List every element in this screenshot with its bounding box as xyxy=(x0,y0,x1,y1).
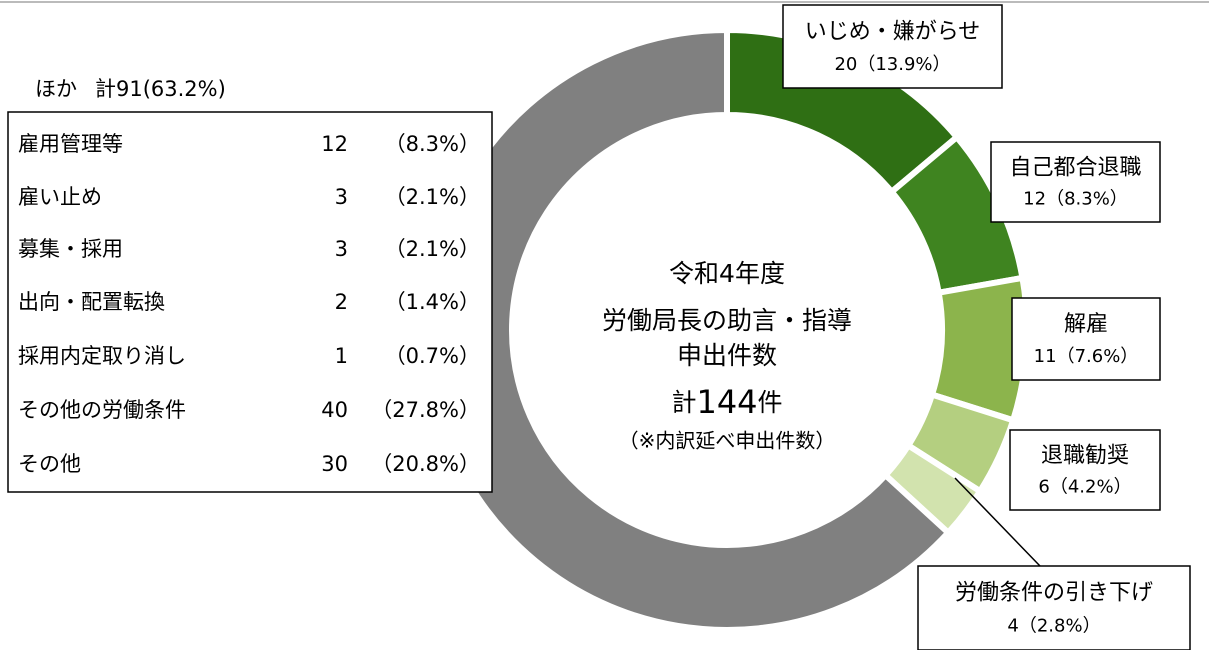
callout-name: 退職勧奨 xyxy=(1041,443,1129,468)
row-count: 30 xyxy=(321,452,348,476)
callout-value: 4（2.8%） xyxy=(1007,615,1100,636)
row-name: 雇い止め xyxy=(18,185,102,209)
others-total: 計91(63.2%) xyxy=(95,77,226,101)
row-percent: （27.8%） xyxy=(371,398,480,422)
callout-box xyxy=(782,4,1003,89)
callout-value: 11（7.6%） xyxy=(1034,346,1139,367)
total: 計144件 xyxy=(671,383,782,421)
callout-value: 20（13.9%） xyxy=(834,54,950,75)
callout-box xyxy=(990,141,1161,223)
leader-line xyxy=(954,477,1041,567)
row-percent: （1.4%） xyxy=(385,290,480,314)
row-percent: （0.7%） xyxy=(385,344,480,368)
others-name: ほか xyxy=(35,77,77,101)
callout-value: 6（4.2%） xyxy=(1038,477,1131,498)
ring xyxy=(424,26,1030,633)
callout-box xyxy=(1011,297,1161,381)
total-value: 144 xyxy=(696,383,757,421)
total-prefix: 計 xyxy=(671,388,696,417)
row-name: 出向・配置転換 xyxy=(18,290,165,314)
callout-name: いじめ・嫌がらせ xyxy=(805,19,981,44)
row-name: 募集・採用 xyxy=(18,237,123,261)
row-name: その他の労働条件 xyxy=(18,398,186,422)
row-percent: （2.1%） xyxy=(385,185,480,209)
row-name: その他 xyxy=(18,452,81,476)
callout-box xyxy=(1009,429,1161,511)
row-percent: （20.8%） xyxy=(371,452,480,476)
note: （※内訳延べ申出件数） xyxy=(619,429,836,453)
row-count: 3 xyxy=(335,185,348,209)
callout-name: 労働条件の引き下げ xyxy=(955,581,1153,606)
callout-name: 解雇 xyxy=(1064,312,1108,337)
center-line: 申出件数 xyxy=(677,341,777,370)
total-suffix: 件 xyxy=(758,388,783,417)
others-title: ほか 計91(63.2%) xyxy=(35,77,226,101)
row-count: 40 xyxy=(321,398,348,422)
center-line: 労働局長の助言・指導 xyxy=(602,306,852,335)
callout-name: 自己都合退職 xyxy=(1009,155,1141,180)
row-count: 1 xyxy=(335,344,348,368)
row-name: 採用内定取り消し xyxy=(18,344,186,368)
row-count: 2 xyxy=(335,290,348,314)
row-percent: （8.3%） xyxy=(385,132,480,156)
row-percent: （2.1%） xyxy=(385,237,480,261)
row-count: 3 xyxy=(335,237,348,261)
donut-segment xyxy=(424,26,953,633)
center-line: 令和4年度 xyxy=(669,259,785,288)
row-count: 12 xyxy=(321,132,348,156)
callout-box xyxy=(917,565,1191,650)
callout-value: 12（8.3%） xyxy=(1023,189,1128,210)
others-table-box xyxy=(7,111,493,493)
row-name: 雇用管理等 xyxy=(18,132,123,156)
